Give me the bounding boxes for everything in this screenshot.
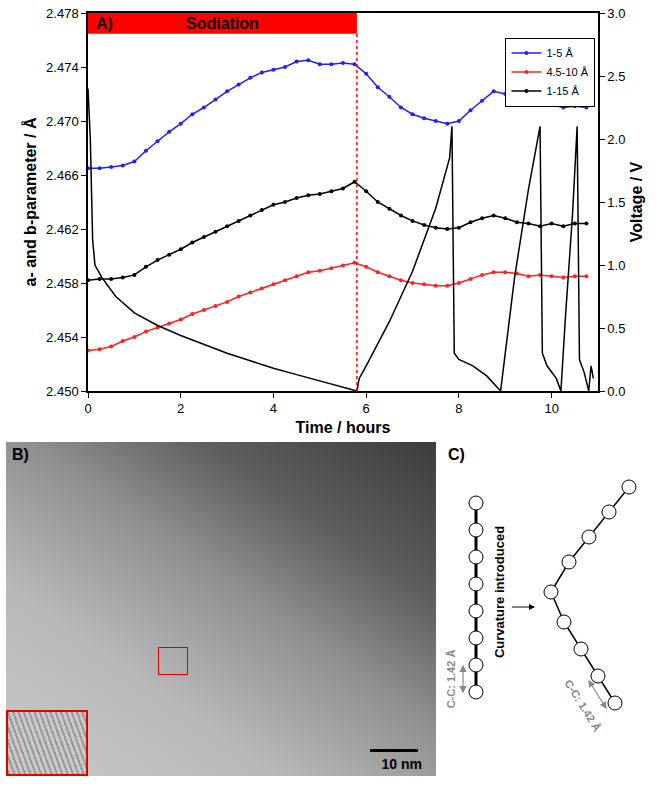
svg-text:2.458: 2.458 bbox=[46, 276, 79, 291]
svg-text:2.478: 2.478 bbox=[46, 6, 79, 21]
svg-text:1.0: 1.0 bbox=[607, 258, 625, 273]
svg-text:2: 2 bbox=[177, 401, 184, 416]
svg-text:8: 8 bbox=[455, 401, 462, 416]
svg-text:0.5: 0.5 bbox=[607, 321, 625, 336]
svg-text:6: 6 bbox=[363, 401, 370, 416]
svg-text:4.5-10 Å: 4.5-10 Å bbox=[546, 66, 588, 78]
svg-text:2.5: 2.5 bbox=[607, 69, 625, 84]
svg-text:2.454: 2.454 bbox=[46, 330, 79, 345]
svg-text:1-5 Å: 1-5 Å bbox=[546, 47, 573, 59]
svg-text:4: 4 bbox=[270, 401, 277, 416]
svg-text:1.5: 1.5 bbox=[607, 195, 625, 210]
svg-text:3.0: 3.0 bbox=[607, 6, 625, 21]
svg-text:0.0: 0.0 bbox=[607, 384, 625, 399]
svg-text:0: 0 bbox=[84, 401, 91, 416]
svg-text:1-15 Å: 1-15 Å bbox=[546, 85, 579, 97]
html-text:10 nm: 10 nm bbox=[381, 756, 422, 772]
svg-text:C-C: 1.42 Å: C-C: 1.42 Å bbox=[562, 677, 603, 733]
svg-text:2.466: 2.466 bbox=[46, 168, 79, 183]
svg-text:Voltage / V: Voltage / V bbox=[628, 161, 645, 242]
svg-text:Time / hours: Time / hours bbox=[296, 419, 391, 436]
svg-text:2.0: 2.0 bbox=[607, 132, 625, 147]
svg-text:C-C: 1.42 Å: C-C: 1.42 Å bbox=[445, 650, 457, 709]
svg-text:2.450: 2.450 bbox=[46, 384, 79, 399]
svg-text:Sodiation: Sodiation bbox=[186, 15, 259, 32]
svg-text:A): A) bbox=[96, 15, 113, 32]
svg-text:10: 10 bbox=[544, 401, 558, 416]
svg-text:C): C) bbox=[448, 446, 465, 463]
svg-text:a- and b-parameter / Å: a- and b-parameter / Å bbox=[21, 117, 39, 286]
svg-text:2.462: 2.462 bbox=[46, 222, 79, 237]
html-text:B): B) bbox=[12, 446, 29, 463]
svg-text:2.470: 2.470 bbox=[46, 114, 79, 129]
svg-text:2.474: 2.474 bbox=[46, 60, 79, 75]
svg-text:Curvature introduced: Curvature introduced bbox=[492, 526, 507, 658]
